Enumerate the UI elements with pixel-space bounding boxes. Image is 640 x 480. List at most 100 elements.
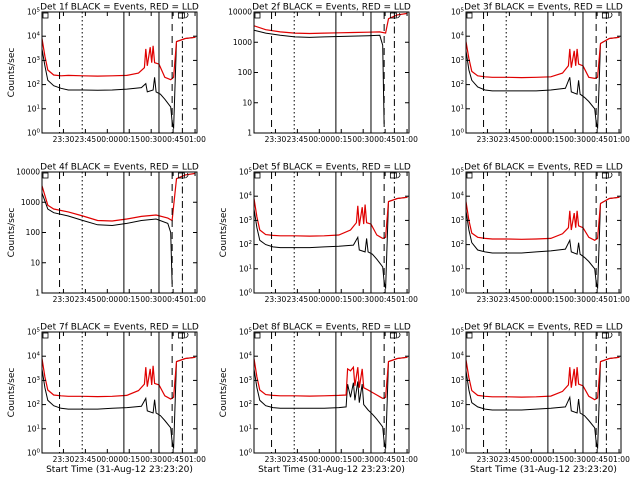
- plot-frame: [465, 331, 622, 454]
- panel-6: Det 6f BLACK = Events, RED = LLD 100 101 10…: [451, 163, 630, 305]
- x-tick-label: 00:30: [140, 135, 162, 144]
- x-tick-label: 23:30: [265, 135, 287, 144]
- x-tick-label: 00:15: [118, 135, 140, 144]
- y-tick-label: 103: [451, 216, 465, 225]
- panel-title: Det 6f BLACK = Events, RED = LLD: [464, 163, 623, 173]
- x-tick-label: 01:00: [396, 455, 418, 464]
- y-tick-label: 102: [27, 400, 40, 409]
- y-tick-label: 103: [27, 56, 41, 65]
- x-tick-label: 00:45: [162, 455, 184, 464]
- y-tick-label: 105: [239, 168, 253, 177]
- x-tick-label: 23:45: [287, 295, 309, 304]
- plot-frame: [253, 171, 410, 294]
- y-tick-label: 105: [451, 8, 465, 17]
- y-axis-label: Counts/sec: [7, 368, 17, 418]
- corner-marker: [466, 332, 613, 339]
- x-axis-label: Start Time (31-Aug-12 23:23:20): [258, 465, 405, 475]
- x-tick-label: 01:00: [608, 135, 630, 144]
- series-red-line: [466, 196, 620, 241]
- y-tick-label: 105: [451, 328, 465, 337]
- x-tick-label: 00:15: [542, 295, 564, 304]
- panel-title: Det 5f BLACK = Events, RED = LLD: [252, 163, 411, 173]
- series-red-line: [254, 196, 408, 240]
- panel-9: Det 9f BLACK = Events, RED = LLD 100 101 10…: [451, 323, 630, 476]
- y-tick-label: 1000: [21, 198, 40, 207]
- y-tick-label: 1: [35, 289, 40, 298]
- plot-frame: [41, 11, 198, 134]
- panel-title: Det 4f BLACK = Events, RED = LLD: [40, 163, 199, 173]
- y-tick-label: 105: [27, 8, 41, 17]
- x-tick-label: 23:45: [287, 455, 309, 464]
- y-tick-label: 105: [27, 328, 41, 337]
- series-red-line: [466, 356, 620, 401]
- y-axis-label: Counts/sec: [7, 208, 17, 258]
- x-tick-label: 01:00: [608, 295, 630, 304]
- x-tick-label: 23:30: [53, 295, 75, 304]
- x-tick-label: 00:30: [564, 455, 586, 464]
- x-tick-label: 00:15: [542, 455, 564, 464]
- corner-marker: [466, 12, 613, 19]
- panel-7: Det 7f BLACK = Events, RED = LLD 100 101 10…: [7, 323, 206, 476]
- y-tick-label: 10: [30, 258, 40, 267]
- x-tick-label: 01:00: [608, 455, 630, 464]
- x-tick-label: 00:30: [140, 295, 162, 304]
- y-tick-label: 102: [451, 400, 464, 409]
- y-tick-label: 100: [238, 68, 253, 77]
- x-axis-label: Start Time (31-Aug-12 23:23:20): [470, 465, 617, 475]
- series-red-line: [254, 356, 408, 400]
- y-tick-label: 104: [239, 352, 253, 361]
- y-tick-label: 104: [27, 352, 41, 361]
- x-tick-label: 23:30: [265, 295, 287, 304]
- series-black-line: [254, 29, 385, 124]
- x-tick-label: 00:15: [330, 135, 352, 144]
- x-tick-label: 23:30: [477, 295, 499, 304]
- x-tick-label: 00:00: [309, 295, 331, 304]
- y-tick-label: 10: [242, 98, 252, 107]
- x-tick-label: 01:00: [396, 135, 418, 144]
- x-tick-label: 00:45: [374, 455, 396, 464]
- y-tick-label: 101: [451, 264, 464, 273]
- x-tick-label: 00:15: [542, 135, 564, 144]
- panel-2: Det 2f BLACK = Events, RED = LLD 1 10 100 10…: [228, 3, 418, 145]
- x-tick-label: 00:30: [352, 135, 374, 144]
- y-tick-label: 102: [27, 80, 40, 89]
- y-tick-label: 101: [27, 104, 40, 113]
- x-tick-label: 23:30: [53, 455, 75, 464]
- x-tick-label: 00:00: [309, 455, 331, 464]
- x-tick-label: 23:45: [499, 295, 521, 304]
- y-axis-label: Counts/sec: [7, 48, 17, 98]
- y-tick-label: 104: [451, 32, 465, 41]
- x-tick-label: 23:45: [499, 135, 521, 144]
- y-tick-label: 1000: [233, 38, 252, 47]
- x-tick-label: 00:15: [118, 295, 140, 304]
- x-tick-label: 01:00: [184, 295, 206, 304]
- y-tick-label: 101: [451, 104, 464, 113]
- panel-title: Det 8f BLACK = Events, RED = LLD: [252, 323, 411, 333]
- x-tick-label: 00:15: [330, 295, 352, 304]
- x-tick-label: 00:15: [118, 455, 140, 464]
- x-tick-label: 00:00: [521, 455, 543, 464]
- y-tick-label: 100: [239, 289, 253, 298]
- series-red-line: [42, 36, 196, 81]
- x-tick-label: 23:45: [287, 135, 309, 144]
- corner-marker: [42, 12, 189, 19]
- corner-marker: [254, 332, 401, 339]
- plot-frame: [465, 171, 622, 294]
- y-tick-label: 102: [451, 240, 464, 249]
- x-tick-label: 23:30: [477, 455, 499, 464]
- panel-1: Det 1f BLACK = Events, RED = LLD 100 101 10…: [7, 3, 206, 145]
- y-tick-label: 104: [451, 352, 465, 361]
- y-tick-label: 100: [451, 129, 465, 138]
- y-tick-label: 10000: [16, 168, 40, 177]
- panel-4: Det 4f BLACK = Events, RED = LLD 1 10 100 10…: [7, 163, 206, 305]
- corner-marker: [42, 172, 189, 179]
- corner-marker: [254, 172, 401, 179]
- y-tick-label: 101: [239, 264, 252, 273]
- x-tick-label: 00:00: [97, 455, 119, 464]
- x-tick-label: 00:45: [162, 135, 184, 144]
- y-axis-label: Counts/sec: [219, 208, 229, 258]
- series-red-line: [254, 12, 408, 35]
- y-tick-label: 101: [27, 424, 40, 433]
- x-tick-label: 23:30: [53, 135, 75, 144]
